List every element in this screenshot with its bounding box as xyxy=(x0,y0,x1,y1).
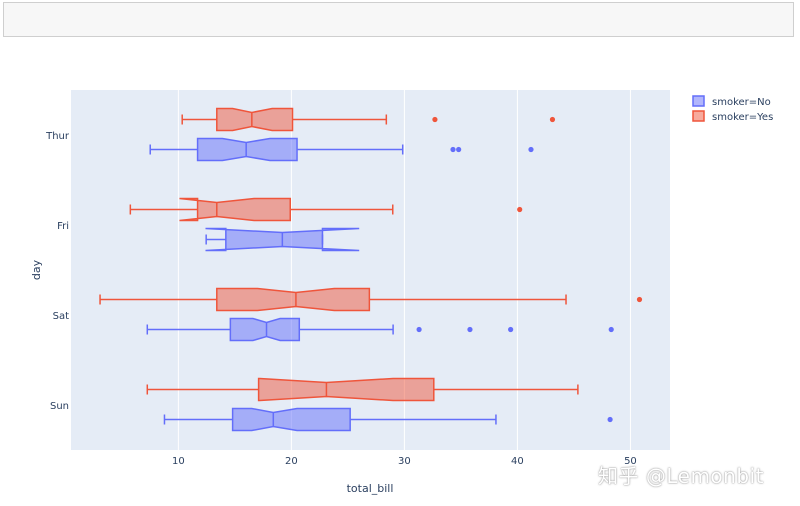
box-body xyxy=(196,137,298,162)
x-tick-labels: 10 20 30 40 50 xyxy=(172,456,637,467)
code-token: "h" xyxy=(347,35,367,36)
box-sun-no xyxy=(163,407,613,432)
x-tick-label: 50 xyxy=(624,456,637,467)
outlier-point xyxy=(517,206,523,213)
box-fri-no xyxy=(205,227,360,252)
y-tick-label: Sun xyxy=(50,401,69,412)
box-sun-yes xyxy=(146,377,579,402)
box-thur-yes xyxy=(181,107,556,132)
box-thur-no xyxy=(149,137,534,162)
legend-swatch xyxy=(692,95,705,107)
code-token: , y= xyxy=(192,35,219,36)
legend-label: smoker=No xyxy=(712,97,771,108)
box-body xyxy=(179,197,292,222)
legend-label: smoker=Yes xyxy=(712,112,773,123)
outlier-point xyxy=(528,146,534,153)
x-tick-label: 40 xyxy=(511,456,524,467)
code-token: , xyxy=(569,35,576,36)
outlier-point xyxy=(450,146,456,153)
box-body xyxy=(216,287,371,312)
y-tick-label: Sat xyxy=(53,311,69,322)
outlier-point xyxy=(636,296,643,303)
y-tick-label: Thur xyxy=(45,131,70,142)
box-body xyxy=(231,407,351,432)
box-body xyxy=(229,317,301,342)
x-tick-label: 30 xyxy=(398,456,411,467)
code-token: "total_bill" xyxy=(111,35,192,36)
code-token: , notched= xyxy=(475,35,542,36)
code-token: , color= xyxy=(367,35,421,36)
box-sat-no xyxy=(146,317,614,342)
code-cell[interactable]: px.box(tips, x="total_bill", y="day", or… xyxy=(3,2,794,37)
legend[interactable]: smoker=No smoker=Yes xyxy=(692,95,773,123)
code-token: "day" xyxy=(219,35,253,36)
x-tick-label: 10 xyxy=(172,456,185,467)
y-axis-title: day xyxy=(30,259,43,280)
outlier-point xyxy=(432,116,438,123)
code-line-1: px.box(tips, x="total_bill", y="day", or… xyxy=(10,35,787,36)
legend-item-yes[interactable]: smoker=Yes xyxy=(692,110,773,123)
legend-item-no[interactable]: smoker=No xyxy=(692,95,771,108)
outlier-point xyxy=(549,116,556,123)
box-fri-yes xyxy=(129,197,523,222)
box-sat-yes xyxy=(99,287,643,312)
y-tick-labels: Thur Fri Sat Sun xyxy=(45,131,70,412)
y-tick-label: Fri xyxy=(57,221,69,232)
outlier-point xyxy=(608,326,614,333)
box-body xyxy=(257,377,435,402)
outlier-point xyxy=(467,326,473,333)
legend-swatch xyxy=(692,110,705,122)
outlier-point xyxy=(508,326,514,333)
watermark: 知乎 @Lemonbit xyxy=(598,464,764,488)
outlier-point xyxy=(456,146,462,153)
code-token: px.box(tips, x= xyxy=(10,35,111,36)
box-body xyxy=(216,107,294,132)
outlier-point xyxy=(607,416,613,423)
code-token: True xyxy=(542,35,569,36)
code-token: , orientation= xyxy=(253,35,347,36)
x-tick-label: 20 xyxy=(285,456,298,467)
box-traces xyxy=(99,107,643,432)
outlier-point xyxy=(416,326,422,333)
code-token: "smoker" xyxy=(421,35,475,36)
x-axis-title: total_bill xyxy=(347,482,394,495)
